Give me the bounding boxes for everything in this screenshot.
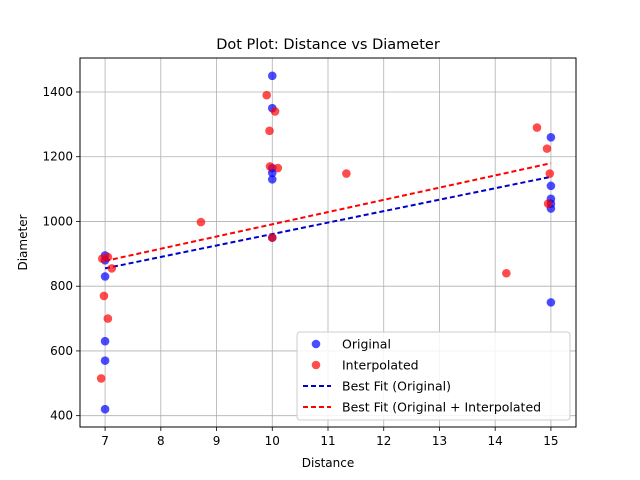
chart-title: Dot Plot: Distance vs Diameter [216,37,440,53]
y-tick-label: 800 [50,279,73,293]
original-point [100,404,110,414]
interpolated-point [262,90,271,100]
interpolated-point [96,374,106,383]
best-fit-line [104,162,552,262]
original-point [546,181,556,191]
interpolated-point [265,126,274,136]
legend: Original Interpolated Best Fit (Original) B… [296,331,571,421]
legend-box [296,331,571,421]
grid [80,58,576,427]
interpolated-point [543,199,553,208]
original-point [267,175,277,184]
original-point [546,133,556,142]
best-fit-line [104,175,552,270]
legend-entry-label: Interpolated [342,358,419,373]
interpolated-point [265,162,275,171]
interpolated-point [532,123,542,132]
interpolated-point [103,314,113,323]
legend-entry-label: Original [342,337,391,352]
interpolated-point [99,291,109,301]
original-point [267,71,277,81]
interpolated-point [545,169,555,178]
x-tick-label: 15 [543,434,558,448]
original-point [100,272,110,281]
x-tick-label: 12 [376,434,391,448]
legend-entry-label: Best Fit (Original + Interpolated [342,400,541,415]
x-tick-label: 8 [157,434,165,448]
interpolated-point [270,107,280,116]
x-tick-label: 7 [101,434,109,448]
interpolated-point [103,252,113,262]
x-tick-label: 14 [488,434,503,448]
interpolated-point [502,268,511,278]
legend-original-marker [311,339,321,349]
ticks: 7 8 9 10 11 12 13 14 15 400 600 800 1000 1200 1400 [42,85,558,448]
x-tick-label: 10 [265,434,280,448]
x-tick-label: 9 [213,434,221,448]
x-axis-label: Distance [302,456,354,470]
interpolated-point [542,144,552,153]
x-tick-label: 11 [320,434,335,448]
plot-series [96,71,556,414]
interpolated-point [196,217,206,227]
original-point [546,298,556,307]
x-tick-label: 13 [432,434,447,448]
legend-interpolated-marker [311,360,321,370]
interpolated-point [267,233,277,242]
legend-entry-label: Best Fit (Original) [342,379,451,394]
interpolated-point [273,163,283,173]
original-point [100,336,110,346]
original-point [100,356,110,365]
y-axis-label: Diameter [16,214,30,270]
interpolated-point [107,264,117,273]
y-tick-label: 1000 [42,214,73,228]
y-tick-label: 400 [50,409,73,423]
y-tick-label: 600 [50,344,73,358]
y-tick-label: 1200 [42,150,73,164]
interpolated-point [342,169,351,178]
y-tick-label: 1400 [42,85,73,99]
